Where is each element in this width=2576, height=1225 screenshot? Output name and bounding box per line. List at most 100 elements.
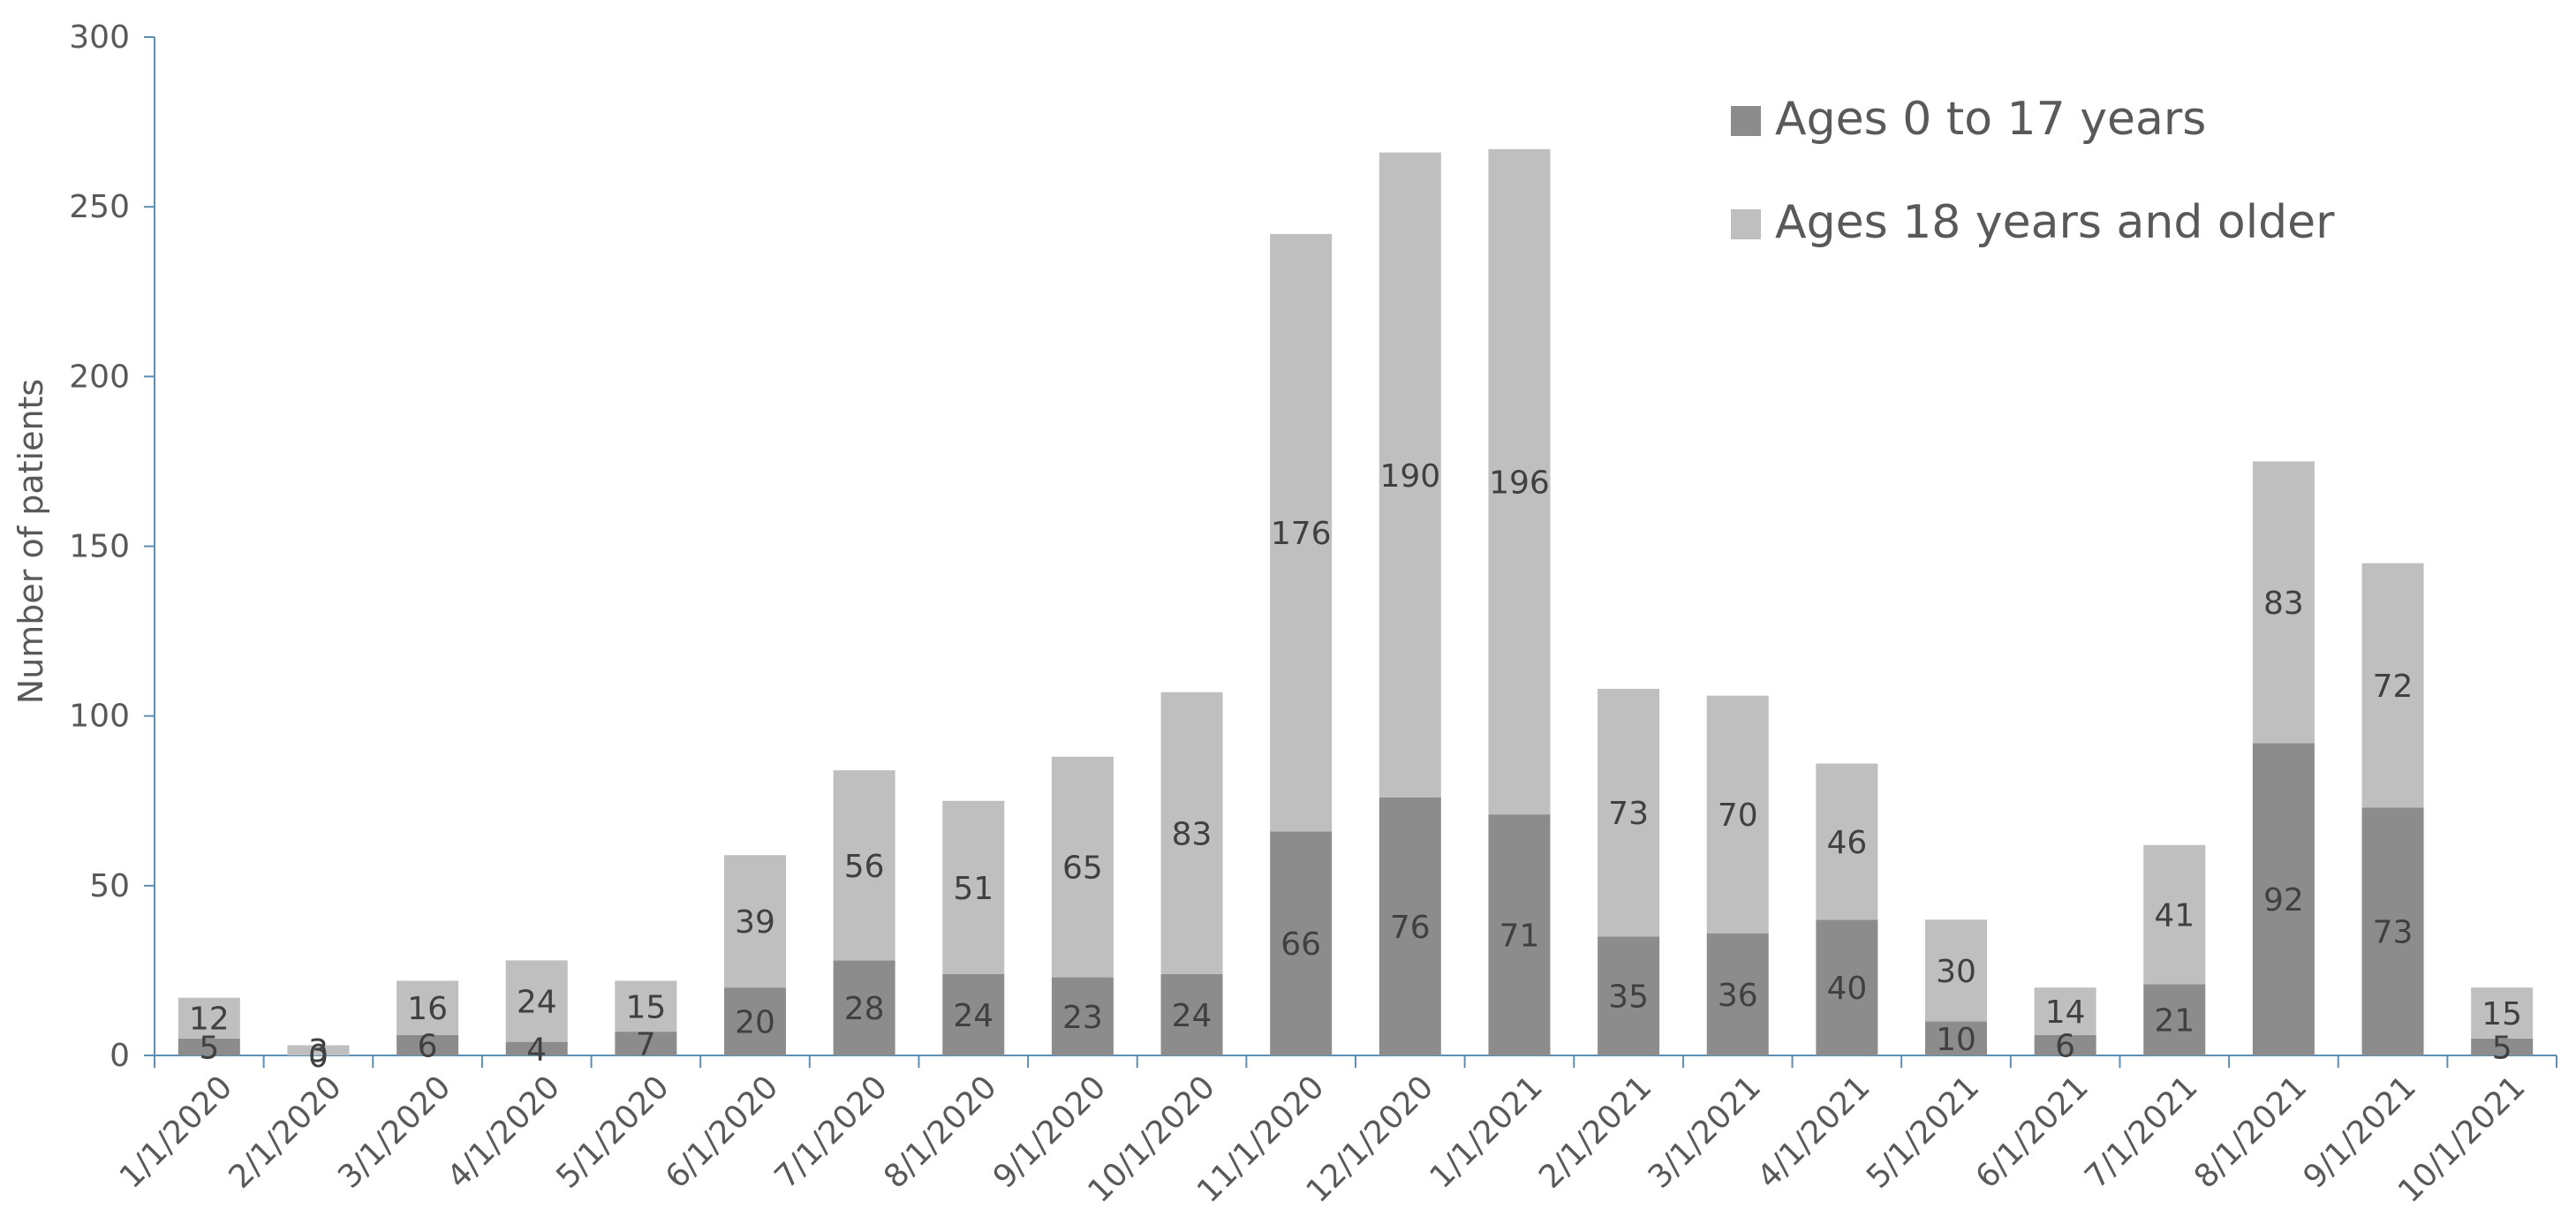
data-label-ages-0-17: 71 — [1500, 919, 1540, 955]
bar-ages-0-17 — [1160, 973, 1223, 1055]
x-tick-label: 1/1/2021 — [1423, 1069, 1549, 1195]
x-tick-label: 8/1/2020 — [877, 1069, 1003, 1195]
bar-ages-0-17 — [1379, 797, 1441, 1055]
bar-ages-0-17 — [1270, 831, 1333, 1055]
y-tick-label: 150 — [69, 529, 130, 565]
data-label-ages-18-plus: 15 — [625, 989, 666, 1025]
x-tick-label: 3/1/2021 — [1642, 1069, 1768, 1195]
data-label-ages-0-17: 5 — [199, 1030, 219, 1066]
y-axis: 0 50 100 150 200 250 300 — [69, 19, 155, 1074]
bar-ages-18-plus — [2143, 844, 2206, 985]
x-tick-label: 4/1/2021 — [1750, 1069, 1877, 1195]
data-label-ages-18-plus: 41 — [2154, 898, 2195, 934]
x-tick-label: 6/1/2021 — [1969, 1069, 2096, 1195]
bar-ages-18-plus — [1925, 919, 1987, 1022]
data-label-ages-0-17: 21 — [2154, 1003, 2195, 1040]
data-label-ages-18-plus: 24 — [517, 985, 557, 1021]
bar-ages-0-17 — [2034, 1034, 2096, 1055]
bar-ages-18-plus — [2471, 987, 2534, 1039]
bar-ages-0-17 — [2143, 984, 2206, 1055]
data-label-ages-0-17: 5 — [2492, 1030, 2512, 1066]
data-label-ages-18-plus: 14 — [2045, 994, 2086, 1031]
x-tick-label: 7/1/2020 — [768, 1069, 895, 1195]
bar-ages-18-plus — [397, 980, 459, 1035]
data-label-ages-18-plus: 51 — [953, 871, 993, 907]
data-label-ages-18-plus: 3 — [308, 1033, 329, 1070]
data-label-ages-18-plus: 56 — [844, 849, 885, 885]
legend: Ages 0 to 17 years Ages 18 years and olde… — [1731, 93, 2335, 249]
x-tick-label: 2/1/2021 — [1532, 1069, 1658, 1195]
bar-ages-0-17 — [1706, 933, 1769, 1055]
bar-ages-18-plus — [1706, 695, 1769, 934]
x-tick-label: 1/1/2020 — [113, 1069, 239, 1195]
y-tick-label: 200 — [69, 359, 130, 395]
data-label-ages-0-17: 4 — [526, 1032, 547, 1068]
data-label-ages-18-plus: 83 — [2263, 586, 2304, 622]
x-tick-label: 6/1/2020 — [659, 1069, 785, 1195]
bar-ages-18-plus — [1270, 233, 1333, 832]
data-label-ages-0-17: 35 — [1608, 979, 1649, 1016]
legend-swatch — [1731, 106, 1761, 136]
data-label-ages-18-plus: 12 — [189, 1002, 230, 1038]
bar-ages-0-17 — [1816, 919, 1878, 1055]
bar-ages-18-plus — [2252, 461, 2315, 744]
bar-ages-0-17 — [505, 1041, 568, 1055]
x-tick-label: 8/1/2021 — [2187, 1069, 2314, 1195]
x-tick-label: 2/1/2020 — [222, 1069, 348, 1195]
bar-ages-18-plus — [1816, 763, 1878, 920]
y-tick-label: 300 — [69, 19, 130, 56]
data-label-ages-18-plus: 73 — [1608, 796, 1649, 832]
x-tick-label: 3/1/2020 — [331, 1069, 457, 1195]
data-label-ages-18-plus: 30 — [1936, 954, 1976, 990]
data-label-ages-18-plus: 46 — [1826, 825, 1867, 861]
x-axis: 1/1/20202/1/20203/1/20204/1/20205/1/2020… — [113, 1055, 2557, 1210]
data-label-ages-18-plus: 83 — [1172, 816, 1212, 852]
data-label-ages-18-plus: 65 — [1062, 851, 1103, 887]
data-label-ages-18-plus: 72 — [2373, 669, 2414, 705]
y-tick-label: 50 — [89, 868, 130, 904]
data-label-ages-0-17: 66 — [1280, 926, 1321, 963]
bar-ages-0-17 — [1598, 936, 1660, 1055]
data-label-ages-0-17: 36 — [1718, 978, 1758, 1014]
bar-ages-18-plus — [1379, 152, 1441, 798]
data-label-ages-0-17: 20 — [735, 1005, 775, 1041]
y-tick-label: 250 — [69, 189, 130, 225]
data-label-ages-18-plus: 70 — [1718, 798, 1758, 834]
bar-ages-18-plus — [1051, 756, 1114, 978]
bar-ages-0-17 — [615, 1032, 677, 1055]
bar-ages-18-plus — [287, 1045, 350, 1055]
bar-ages-0-17 — [1488, 814, 1551, 1055]
x-tick-label: 7/1/2021 — [2078, 1069, 2204, 1195]
data-label-ages-0-17: 0 — [308, 1039, 329, 1075]
data-label-ages-18-plus: 176 — [1271, 516, 1332, 552]
data-label-ages-18-plus: 16 — [407, 991, 448, 1027]
y-tick-label: 100 — [69, 699, 130, 735]
data-label-ages-0-17: 23 — [1062, 1000, 1103, 1036]
bar-ages-0-17 — [1925, 1021, 1987, 1055]
legend-label: Ages 18 years and older — [1775, 196, 2335, 249]
data-label-ages-18-plus: 39 — [735, 904, 775, 941]
bar-ages-0-17 — [1051, 977, 1114, 1055]
data-label-ages-0-17: 10 — [1936, 1022, 1976, 1058]
bar-ages-18-plus — [942, 800, 1005, 974]
x-tick-label: 4/1/2020 — [441, 1069, 567, 1195]
data-label-ages-0-17: 24 — [1172, 998, 1212, 1034]
bar-ages-0-17 — [942, 973, 1005, 1055]
data-label-ages-0-17: 7 — [636, 1027, 656, 1063]
legend-label: Ages 0 to 17 years — [1775, 93, 2206, 146]
data-label-ages-0-17: 73 — [2373, 915, 2414, 951]
bar-ages-0-17 — [2361, 807, 2424, 1055]
data-label-ages-18-plus: 196 — [1489, 465, 1550, 501]
bar-ages-0-17 — [724, 987, 786, 1055]
bar-ages-18-plus — [615, 980, 677, 1032]
bar-ages-18-plus — [724, 855, 786, 988]
bar-ages-0-17 — [2252, 743, 2315, 1055]
bar-ages-18-plus — [2034, 987, 2096, 1035]
bar-ages-18-plus — [178, 997, 240, 1039]
data-label-ages-0-17: 24 — [953, 998, 993, 1034]
bar-ages-0-17 — [833, 960, 895, 1055]
bar-ages-0-17 — [178, 1038, 240, 1055]
bar-ages-18-plus — [505, 960, 568, 1042]
